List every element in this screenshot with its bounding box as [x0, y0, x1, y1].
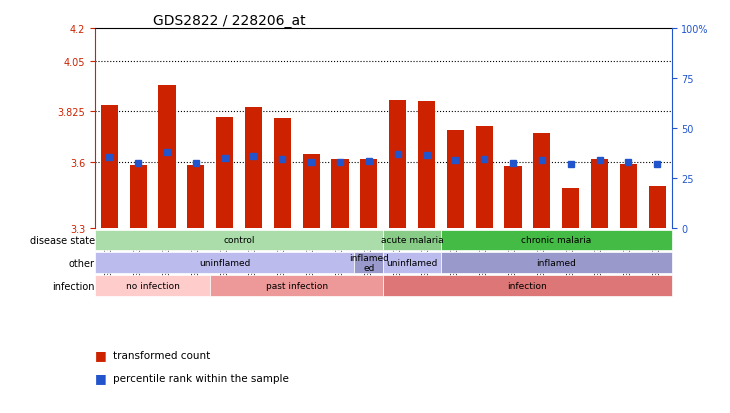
Text: no infection: no infection — [126, 281, 180, 290]
Text: percentile rank within the sample: percentile rank within the sample — [113, 373, 289, 383]
Text: GDS2822 / 228206_at: GDS2822 / 228206_at — [153, 14, 305, 28]
Text: inflamed: inflamed — [537, 259, 576, 268]
Text: disease state: disease state — [30, 235, 95, 245]
Bar — [331, 160, 349, 229]
Bar — [216, 118, 234, 229]
Text: control: control — [223, 236, 255, 245]
Text: past infection: past infection — [266, 281, 328, 290]
Bar — [187, 166, 204, 229]
Bar — [302, 154, 320, 229]
Text: infection: infection — [53, 281, 95, 291]
Text: ■: ■ — [95, 349, 107, 362]
FancyBboxPatch shape — [441, 253, 672, 273]
FancyBboxPatch shape — [383, 253, 441, 273]
FancyBboxPatch shape — [95, 230, 383, 251]
Bar — [620, 164, 637, 229]
Bar — [562, 189, 580, 229]
Bar — [533, 133, 550, 229]
Text: chronic malaria: chronic malaria — [521, 236, 591, 245]
Bar — [101, 106, 118, 229]
FancyBboxPatch shape — [95, 253, 355, 273]
Bar — [418, 102, 435, 229]
FancyBboxPatch shape — [355, 253, 383, 273]
Bar — [274, 119, 291, 229]
FancyBboxPatch shape — [441, 230, 672, 251]
FancyBboxPatch shape — [383, 230, 441, 251]
Bar — [158, 85, 176, 229]
Bar — [447, 131, 464, 229]
Text: acute malaria: acute malaria — [381, 236, 443, 245]
Text: infection: infection — [507, 281, 548, 290]
Text: transformed count: transformed count — [113, 350, 210, 360]
Text: uninflamed: uninflamed — [386, 259, 438, 268]
Text: ■: ■ — [95, 371, 107, 385]
Text: other: other — [69, 258, 95, 268]
Bar — [648, 187, 666, 229]
Bar — [591, 160, 608, 229]
Bar — [475, 127, 493, 229]
FancyBboxPatch shape — [95, 275, 210, 296]
Bar — [129, 166, 147, 229]
Bar — [360, 160, 377, 229]
Text: inflamed
ed: inflamed ed — [349, 254, 389, 273]
Text: uninflamed: uninflamed — [199, 259, 250, 268]
Bar — [504, 166, 522, 229]
FancyBboxPatch shape — [210, 275, 383, 296]
Bar — [245, 108, 262, 229]
Bar — [389, 101, 407, 229]
FancyBboxPatch shape — [383, 275, 672, 296]
